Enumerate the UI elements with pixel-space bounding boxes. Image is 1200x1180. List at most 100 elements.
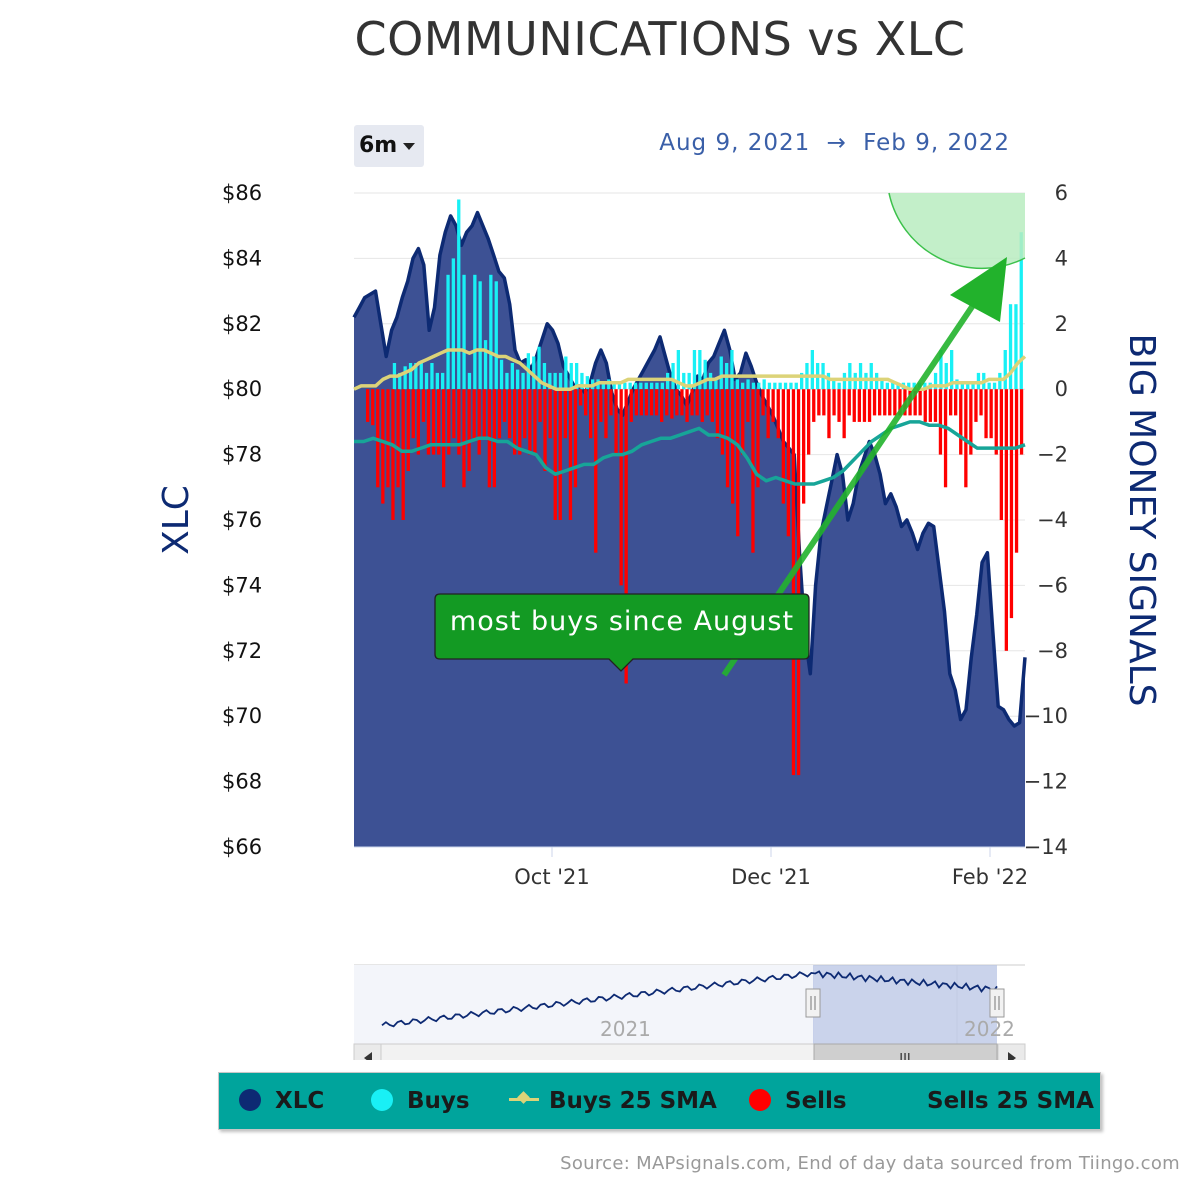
- sell-bar: [746, 389, 750, 422]
- legend: XLC Buys Buys 25 SMA Sells Sells 25 SMA: [218, 1072, 1101, 1130]
- sell-bar: [472, 389, 476, 439]
- sell-bar: [999, 389, 1003, 520]
- sell-bar: [401, 389, 405, 520]
- buy-bar: [751, 382, 756, 390]
- buy-bar: [478, 281, 482, 390]
- sell-bar: [665, 389, 669, 416]
- sell-bar: [543, 389, 547, 471]
- sell-bar: [386, 389, 390, 488]
- buy-bar: [558, 372, 563, 390]
- legend-item-buys[interactable]: Buys: [371, 1073, 470, 1131]
- navigator-handle-right[interactable]: [989, 988, 1005, 1018]
- buy-bar: [832, 379, 836, 390]
- buy-bar: [676, 350, 680, 390]
- legend-item-sells-sma[interactable]: Sells 25 SMA: [927, 1073, 1094, 1131]
- buy-bar: [639, 382, 643, 390]
- buy-bar: [923, 382, 927, 390]
- buy-bar: [971, 382, 975, 390]
- right-tick-label: 0: [1055, 377, 1068, 401]
- sell-bar: [898, 389, 902, 416]
- sell-bar: [685, 389, 689, 422]
- sell-bar: [1014, 389, 1019, 553]
- sell-bar: [979, 389, 983, 416]
- buy-bar: [451, 258, 455, 390]
- buy-bar: [499, 359, 504, 390]
- sell-bar: [847, 389, 851, 416]
- buy-bar: [537, 346, 541, 390]
- buy-bar: [939, 350, 943, 390]
- sell-bar: [756, 389, 760, 488]
- navigator-handle-left[interactable]: [805, 988, 821, 1018]
- sell-bar: [690, 389, 694, 416]
- sell-bar: [421, 389, 426, 422]
- sell-bar: [533, 389, 537, 455]
- sell-bar: [796, 389, 801, 776]
- sell-bar: [715, 389, 720, 439]
- sell-bar: [933, 389, 938, 422]
- sell-bar: [578, 389, 583, 406]
- sell-bar: [619, 389, 623, 586]
- scroll-right-button[interactable]: [997, 1043, 1026, 1060]
- sell-bar: [913, 389, 917, 416]
- buy-bar: [398, 372, 402, 390]
- buy-bar: [430, 363, 434, 390]
- sell-bar: [827, 389, 831, 439]
- buy-bar: [1008, 304, 1013, 390]
- buy-bar: [698, 350, 702, 390]
- buy-bar: [483, 340, 488, 390]
- navigator-scrollbar[interactable]: III: [353, 1043, 1026, 1060]
- buy-bar: [746, 379, 750, 390]
- scroll-left-button[interactable]: [353, 1043, 382, 1060]
- sell-bar: [832, 389, 836, 416]
- buy-bar: [457, 199, 461, 390]
- buy-bar: [564, 356, 568, 390]
- sell-bar: [644, 389, 649, 416]
- buy-bar: [489, 274, 493, 390]
- right-tick-label: 6: [1055, 181, 1068, 205]
- left-tick-label: $70: [222, 704, 262, 728]
- buy-bar: [403, 366, 407, 390]
- buy-bar: [569, 363, 573, 390]
- legend-item-buys-sma[interactable]: Buys 25 SMA: [509, 1073, 717, 1131]
- sell-bar: [391, 389, 395, 520]
- sell-bar: [943, 389, 948, 488]
- sell-bar: [437, 389, 441, 455]
- right-tick-label: −14: [1024, 835, 1068, 859]
- left-tick-label: $74: [222, 573, 262, 597]
- legend-item-xlc[interactable]: XLC: [239, 1073, 324, 1131]
- right-tick-label: −2: [1037, 443, 1068, 467]
- x-tick-label: Feb '22: [952, 865, 1028, 889]
- left-axis-labels: $86 $84 $82 $80 $78 $76 $74 $72 $70 $68 $66: [222, 181, 262, 859]
- legend-dot-sells: [749, 1088, 771, 1111]
- buy-bar: [858, 363, 863, 390]
- sell-bar: [807, 389, 811, 455]
- sell-bar: [867, 389, 872, 422]
- buy-bar: [446, 274, 450, 390]
- sell-bar: [938, 389, 943, 455]
- date-to[interactable]: Feb 9, 2022: [863, 130, 1010, 156]
- legend-item-sells[interactable]: Sells: [749, 1073, 847, 1131]
- buy-bar: [467, 372, 472, 390]
- left-tick-label: $80: [222, 377, 262, 401]
- buy-bar: [462, 274, 466, 390]
- sell-bar: [589, 389, 593, 439]
- sell-bar: [878, 389, 882, 416]
- scroll-thumb[interactable]: [813, 1043, 998, 1060]
- buy-bar: [826, 372, 831, 390]
- sell-bar: [766, 389, 770, 439]
- sell-bar: [675, 389, 679, 416]
- sell-bar: [558, 389, 562, 520]
- sell-bar: [791, 389, 796, 776]
- x-tick-label: Oct '21: [514, 865, 589, 889]
- sell-bar: [741, 389, 745, 455]
- right-tick-label: −4: [1037, 508, 1068, 532]
- sell-bar: [736, 389, 740, 537]
- sell-bar: [964, 389, 968, 488]
- sell-bar: [695, 389, 699, 416]
- buy-bar: [896, 382, 900, 390]
- main-chart: $86 $84 $82 $80 $78 $76 $74 $72 $70 $68 $66 6 4 2 0 −2…: [156, 181, 1162, 1060]
- navigator[interactable]: 2021 2022: [354, 964, 1025, 1044]
- date-from[interactable]: Aug 9, 2021: [659, 130, 811, 156]
- range-selector-button[interactable]: 6m: [354, 125, 424, 167]
- left-tick-label: $76: [222, 508, 262, 532]
